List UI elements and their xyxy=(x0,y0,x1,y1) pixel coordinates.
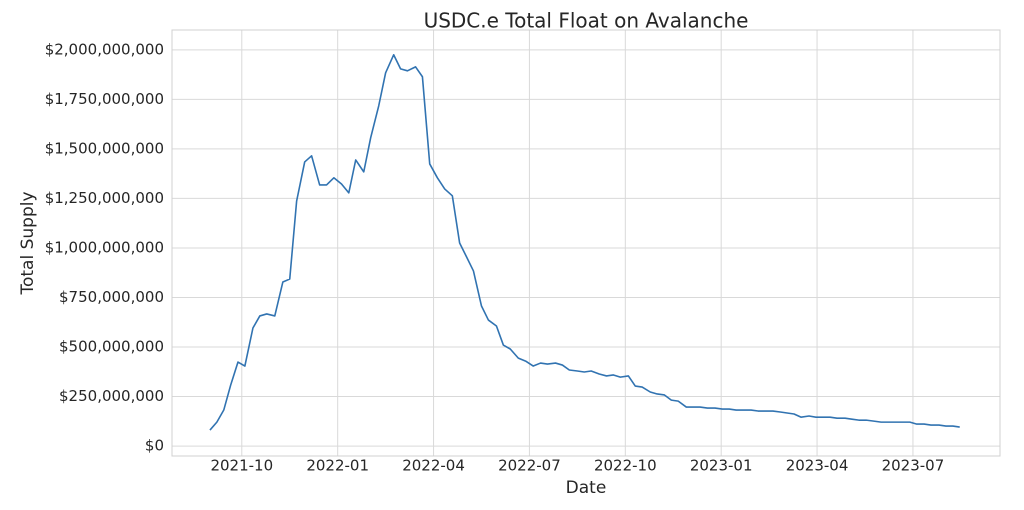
x-tick-label: 2023-04 xyxy=(786,457,849,475)
x-tick-label: 2022-10 xyxy=(594,457,657,475)
x-tick-label: 2022-01 xyxy=(306,457,369,475)
y-tick-label: $0 xyxy=(145,437,164,455)
x-tick-label: 2021-10 xyxy=(210,457,273,475)
y-tick-label: $1,000,000,000 xyxy=(45,238,164,256)
y-tick-label: $500,000,000 xyxy=(59,338,164,356)
chart-title: USDC.e Total Float on Avalanche xyxy=(424,9,749,33)
y-tick-label: $1,500,000,000 xyxy=(45,139,164,157)
y-tick-label: $250,000,000 xyxy=(59,387,164,405)
y-tick-label: $2,000,000,000 xyxy=(45,40,164,58)
y-tick-label: $1,750,000,000 xyxy=(45,90,164,108)
x-tick-label: 2023-07 xyxy=(882,457,945,475)
y-tick-label: $1,250,000,000 xyxy=(45,189,164,207)
y-tick-label: $750,000,000 xyxy=(59,288,164,306)
plot-frame xyxy=(171,29,1001,457)
data-line xyxy=(209,53,960,431)
x-tick-label: 2022-04 xyxy=(402,457,465,475)
x-tick-label: 2022-07 xyxy=(498,457,561,475)
x-tick-label: 2023-01 xyxy=(690,457,753,475)
x-axis-title: Date xyxy=(566,478,607,498)
y-axis-title: Total Supply xyxy=(18,191,38,295)
